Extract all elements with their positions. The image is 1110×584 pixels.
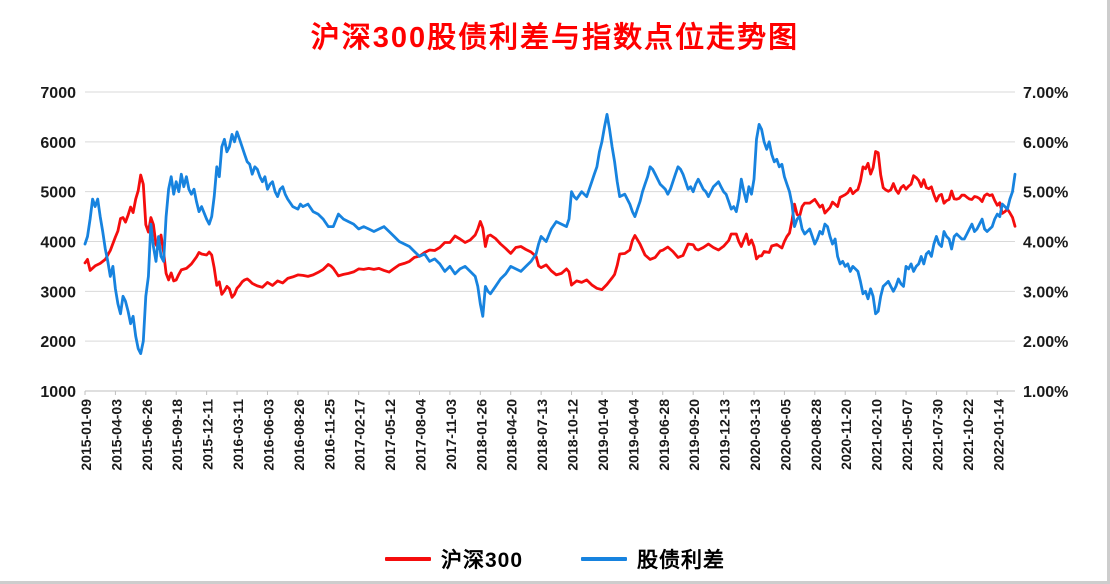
x-axis-tick-label: 2018-10-12 [565,399,581,471]
right-axis-tick-label: 7.00% [1023,85,1068,102]
x-axis-tick-label: 2016-06-03 [260,399,276,471]
x-axis-tick-label: 2019-12-13 [717,399,733,471]
legend-item-csi300: 沪深300 [384,544,524,574]
left-axis-tick-label: 5000 [40,185,76,202]
csi300-line-swatch [384,557,431,561]
chart-title: 沪深300股债利差与指数点位走势图 [310,22,800,54]
x-axis-tick-label: 2018-04-20 [504,399,520,471]
legend-item-spread: 股债利差 [581,544,725,574]
x-axis-tick-label: 2022-01-14 [990,399,1006,471]
left-axis-tick-label: 2000 [40,334,76,351]
x-axis-tick-label: 2017-05-12 [382,399,398,471]
x-axis-tick-label: 2021-02-10 [869,399,885,471]
x-axis-tick-label: 2020-11-20 [838,399,854,470]
x-axis-tick-label: 2018-07-13 [534,399,550,471]
right-axis-tick-label: 5.00% [1023,185,1068,202]
x-axis-tick-label: 2020-08-28 [808,399,824,471]
left-axis-tick-label: 6000 [40,135,76,152]
x-axis-tick-label: 2015-04-03 [108,399,124,471]
x-axis-tick-label: 2016-08-26 [291,399,307,471]
series-line-0 [83,150,1017,299]
x-axis-tick-label: 2020-06-05 [777,399,793,471]
x-axis-tick-label: 2020-03-13 [747,399,763,471]
series-line-1 [83,113,1017,356]
right-axis-tick-label: 4.00% [1023,235,1068,252]
right-axis-tick-label: 3.00% [1023,284,1068,301]
x-axis-tick-label: 2017-08-04 [412,399,428,471]
x-axis-tick-label: 2015-06-26 [139,399,155,471]
legend-label-csi300: 沪深300 [440,549,524,572]
left-axis-tick-label: 1000 [40,384,76,401]
window-edge-bottom [0,581,1110,584]
left-axis-tick-label: 7000 [40,85,76,102]
x-axis-tick-label: 2021-10-22 [960,399,976,471]
right-axis-tick-label: 6.00% [1023,135,1068,152]
right-axis-tick-label: 2.00% [1023,334,1068,351]
spread-line-swatch [581,557,628,561]
x-axis-tick-label: 2019-04-04 [625,399,641,471]
x-axis-tick-label: 2019-09-20 [686,399,702,471]
x-axis-tick-label: 2019-06-28 [656,399,672,471]
x-axis-tick-label: 2019-01-04 [595,399,611,471]
x-axis-tick-label: 2015-12-11 [200,399,216,470]
legend-label-spread: 股债利差 [637,549,726,572]
x-axis-tick-label: 2021-07-30 [929,399,945,471]
left-axis-tick-label: 4000 [40,235,76,252]
chart-legend: 沪深300 股债利差 [0,544,1110,574]
x-axis-tick-label: 2016-03-11 [230,399,246,470]
x-axis-tick-label: 2016-11-25 [321,399,337,470]
x-axis-tick-label: 2017-02-17 [352,399,368,471]
x-axis-tick-label: 2017-11-03 [443,399,459,470]
right-axis-tick-label: 1.00% [1023,384,1068,401]
x-axis-tick-label: 2018-01-26 [473,399,489,471]
x-axis-tick-label: 2015-09-18 [169,399,185,471]
left-axis-tick-label: 3000 [40,284,76,301]
x-axis-tick-label: 2021-05-07 [899,399,915,471]
window-edge-right [1107,0,1110,584]
x-axis-tick-label: 2015-01-09 [78,399,94,471]
